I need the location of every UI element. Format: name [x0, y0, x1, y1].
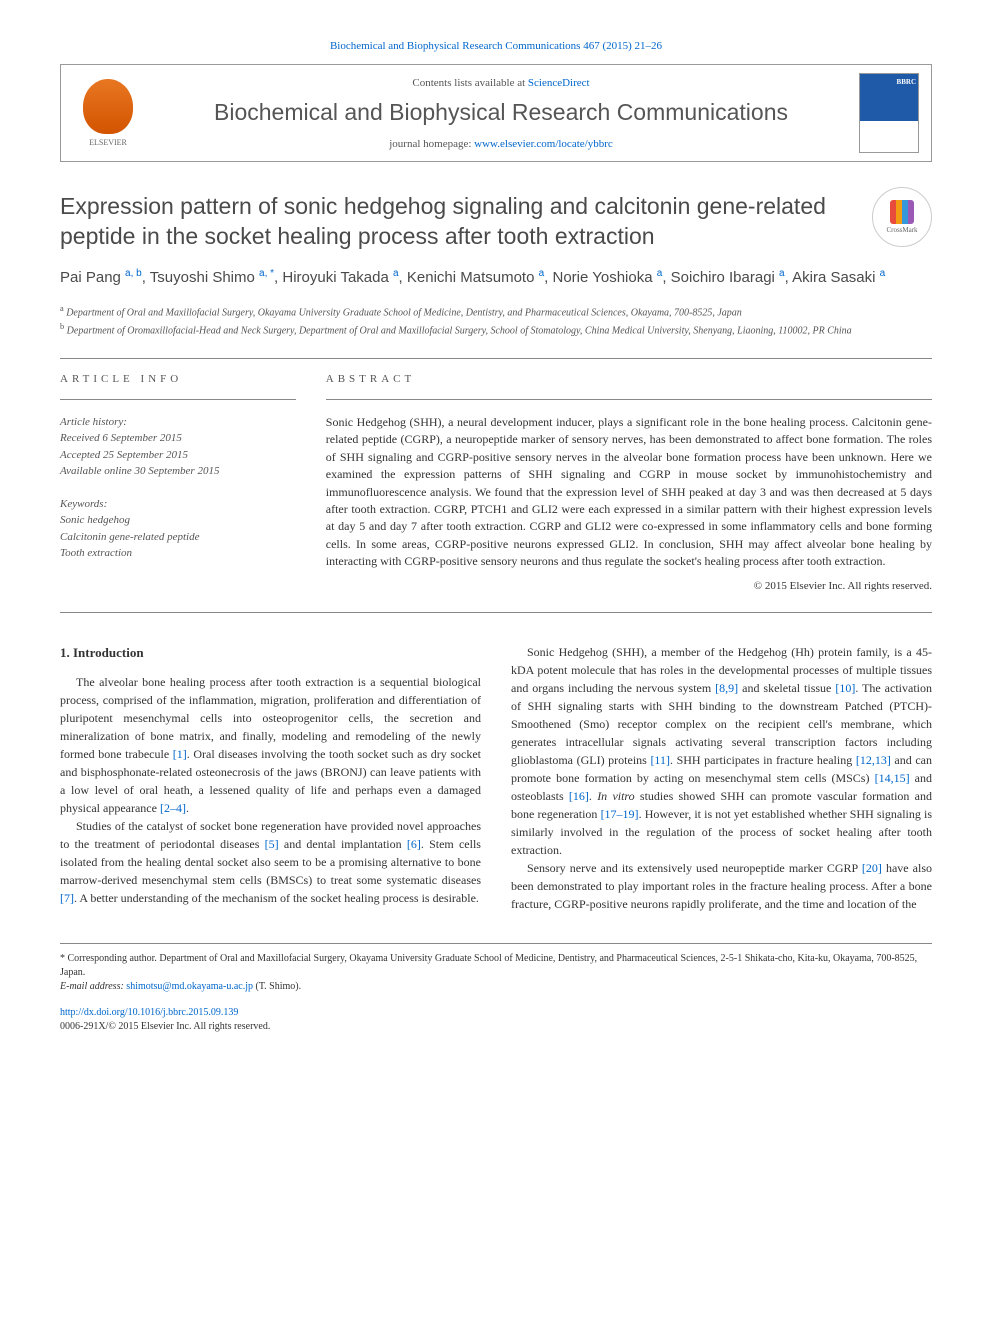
keyword: Sonic hedgehog [60, 512, 296, 529]
body-paragraph: Sonic Hedgehog (SHH), a member of the He… [511, 643, 932, 859]
article-title: Expression pattern of sonic hedgehog sig… [60, 192, 932, 252]
keyword: Calcitonin gene-related peptide [60, 529, 296, 546]
corresponding-author: * Corresponding author. Department of Or… [60, 952, 932, 980]
homepage-link[interactable]: www.elsevier.com/locate/ybbrc [474, 138, 613, 150]
body-paragraph: Studies of the catalyst of socket bone r… [60, 817, 481, 907]
homepage-line: journal homepage: www.elsevier.com/locat… [163, 138, 839, 150]
contents-text: Contents lists available at [412, 77, 527, 89]
body-paragraph: Sensory nerve and its extensively used n… [511, 859, 932, 913]
crossmark-icon [890, 200, 914, 224]
author-affil-link[interactable]: a [539, 268, 545, 279]
ref-link[interactable]: [10] [835, 681, 855, 695]
doi-link[interactable]: http://dx.doi.org/10.1016/j.bbrc.2015.09… [60, 1007, 238, 1018]
author-affil-link[interactable]: a [393, 268, 399, 279]
ref-link[interactable]: [1] [173, 747, 187, 761]
keywords-label: Keywords: [60, 496, 296, 513]
abstract-text: Sonic Hedgehog (SHH), a neural developme… [326, 414, 932, 571]
article-history: Article history: Received 6 September 20… [60, 414, 296, 480]
ref-link[interactable]: [7] [60, 891, 74, 905]
history-label: Article history: [60, 414, 296, 431]
author-affil-link[interactable]: a [779, 268, 785, 279]
crossmark-label: CrossMark [886, 226, 917, 234]
author-affil-link[interactable]: a, b [125, 268, 142, 279]
info-abstract-row: ARTICLE INFO Article history: Received 6… [60, 373, 932, 593]
email-link[interactable]: shimotsu@md.okayama-u.ac.jp [126, 981, 253, 992]
ref-link[interactable]: [5] [265, 837, 279, 851]
history-line: Received 6 September 2015 [60, 430, 296, 447]
introduction-section: 1. Introduction The alveolar bone healin… [60, 643, 932, 913]
ref-link[interactable]: [17–19] [601, 807, 639, 821]
elsevier-logo: ELSEVIER [73, 73, 143, 153]
divider [326, 399, 932, 400]
ref-link[interactable]: [2–4] [160, 801, 186, 815]
divider [60, 358, 932, 359]
body-paragraph: The alveolar bone healing process after … [60, 673, 481, 817]
intro-heading: 1. Introduction [60, 643, 481, 663]
footnotes: * Corresponding author. Department of Or… [60, 943, 932, 994]
homepage-label: journal homepage: [389, 138, 474, 150]
journal-title: Biochemical and Biophysical Research Com… [163, 99, 839, 126]
article-info-col: ARTICLE INFO Article history: Received 6… [60, 373, 296, 593]
contents-line: Contents lists available at ScienceDirec… [163, 77, 839, 89]
crossmark-badge[interactable]: CrossMark [872, 187, 932, 247]
issn-copyright: 0006-291X/© 2015 Elsevier Inc. All right… [60, 1020, 932, 1034]
author-affil-link[interactable]: a [657, 268, 663, 279]
citation-line: Biochemical and Biophysical Research Com… [60, 40, 932, 52]
history-line: Accepted 25 September 2015 [60, 447, 296, 464]
ref-link[interactable]: [14,15] [875, 771, 910, 785]
journal-cover-thumb [859, 73, 919, 153]
ref-link[interactable]: [12,13] [856, 753, 891, 767]
header-center: Contents lists available at ScienceDirec… [163, 77, 839, 150]
ref-link[interactable]: [11] [650, 753, 670, 767]
article-info-label: ARTICLE INFO [60, 373, 296, 385]
keyword: Tooth extraction [60, 545, 296, 562]
abstract-copyright: © 2015 Elsevier Inc. All rights reserved… [326, 580, 932, 592]
author-affil-link[interactable]: a [880, 268, 886, 279]
elsevier-label: ELSEVIER [89, 138, 127, 147]
ref-link[interactable]: [20] [862, 861, 882, 875]
sciencedirect-link[interactable]: ScienceDirect [528, 77, 590, 89]
affiliations: a Department of Oral and Maxillofacial S… [60, 303, 932, 338]
ref-link[interactable]: [6] [407, 837, 421, 851]
abstract-col: ABSTRACT Sonic Hedgehog (SHH), a neural … [326, 373, 932, 593]
email-line: E-mail address: shimotsu@md.okayama-u.ac… [60, 980, 932, 994]
email-label: E-mail address: [60, 981, 126, 992]
divider [60, 399, 296, 400]
affiliation-line: b Department of Oromaxillofacial-Head an… [60, 321, 932, 338]
ref-link[interactable]: [16] [569, 789, 589, 803]
citation-link[interactable]: Biochemical and Biophysical Research Com… [330, 40, 662, 52]
divider [60, 612, 932, 613]
author-affil-link[interactable]: a, * [259, 268, 274, 279]
email-suffix: (T. Shimo). [253, 981, 301, 992]
author-list: Pai Pang a, b, Tsuyoshi Shimo a, *, Hiro… [60, 266, 932, 290]
elsevier-tree-icon [83, 79, 133, 134]
keywords-block: Keywords: Sonic hedgehogCalcitonin gene-… [60, 496, 296, 562]
page-footer: http://dx.doi.org/10.1016/j.bbrc.2015.09… [60, 1006, 932, 1034]
journal-header: ELSEVIER Contents lists available at Sci… [60, 64, 932, 162]
abstract-label: ABSTRACT [326, 373, 932, 385]
history-line: Available online 30 September 2015 [60, 463, 296, 480]
ref-link[interactable]: [8,9] [715, 681, 738, 695]
affiliation-line: a Department of Oral and Maxillofacial S… [60, 303, 932, 320]
